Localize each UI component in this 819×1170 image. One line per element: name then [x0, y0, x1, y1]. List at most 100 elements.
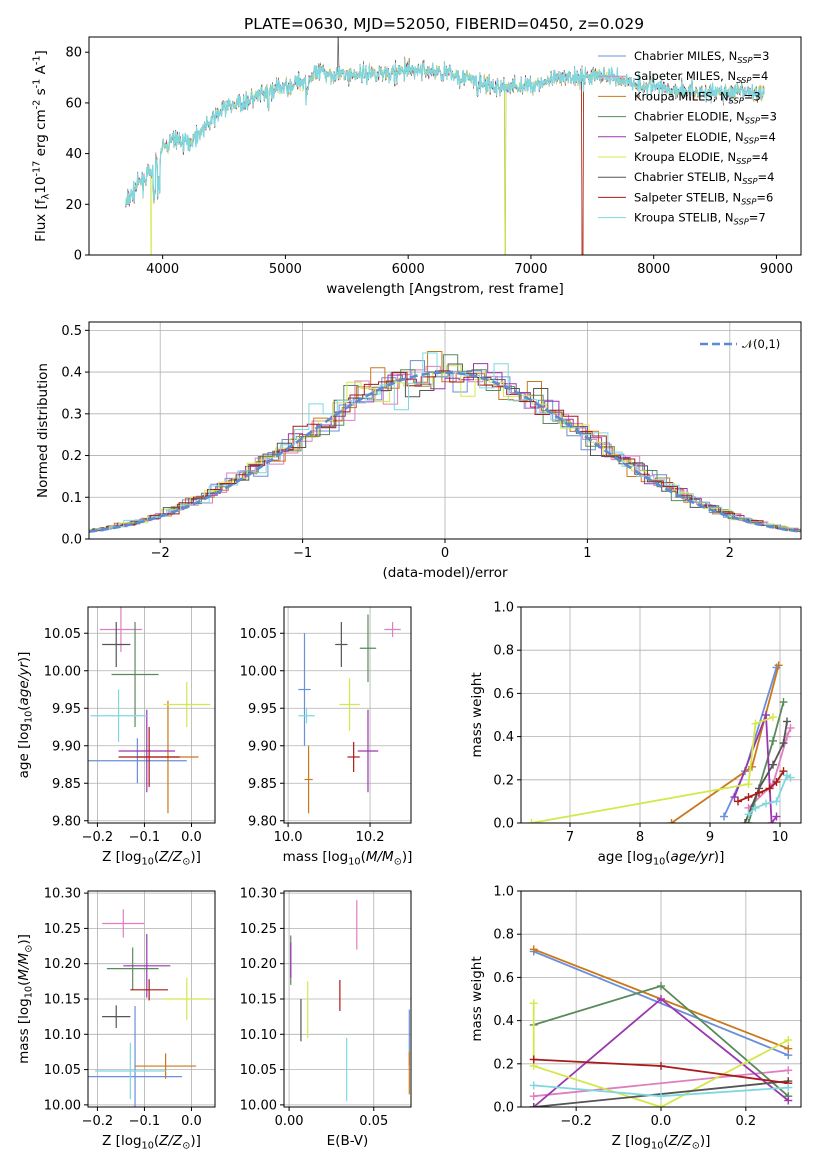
spectrum-series-line — [125, 59, 765, 206]
plus-marker — [657, 1092, 665, 1101]
x-tick-label: 4000 — [146, 262, 179, 277]
y-tick-label: 10.05 — [44, 1063, 81, 1078]
x-tick-label: 7 — [566, 830, 574, 845]
legend-entry: Chabrier ELODIE, NSSP=3 — [634, 110, 777, 126]
x-axis-label: age [log10(age/yr)] — [598, 849, 725, 867]
y-tick-label: 10.15 — [240, 993, 277, 1008]
y-tick-label: 0.0 — [493, 1101, 514, 1116]
plus-marker — [762, 711, 770, 719]
errorbar-point — [163, 682, 211, 727]
x-tick-label: 7000 — [514, 262, 547, 277]
y-axis-label: mass [log10(M/M⊙)] — [16, 934, 34, 1064]
errorbar-point — [357, 709, 379, 793]
plus-marker — [751, 719, 760, 728]
y-tick-label: 10.10 — [44, 1028, 81, 1043]
mass-weight-line — [533, 1069, 789, 1098]
x-tick-label: 5000 — [269, 262, 302, 277]
mass-weight-line — [723, 667, 778, 817]
plus-marker — [772, 812, 781, 821]
errorbar-point — [304, 745, 313, 814]
x-tick-label: 0.0 — [181, 1114, 202, 1129]
x-tick-label: −0.2 — [82, 1114, 114, 1129]
errorbar-point — [359, 614, 377, 682]
plus-marker — [774, 661, 783, 670]
y-tick-label: 10.00 — [44, 1098, 81, 1113]
plus-marker — [784, 1066, 793, 1075]
plus-marker — [744, 793, 753, 802]
legend-entry: Salpeter STELIB, NSSP=6 — [634, 190, 773, 206]
plot-area — [529, 945, 793, 1107]
plus-marker — [529, 1055, 538, 1064]
y-tick-label: 1.0 — [493, 601, 514, 616]
legend-entry: Salpeter ELODIE, NSSP=4 — [634, 130, 776, 146]
y-tick-label: 10.25 — [240, 922, 277, 937]
plus-marker — [741, 819, 749, 823]
y-tick-label: 9.90 — [248, 739, 277, 754]
mass-weight-line — [747, 727, 792, 809]
legend-entry: 𝒩(0,1) — [742, 337, 780, 351]
errorbar-point — [102, 909, 145, 938]
plus-marker — [762, 799, 770, 808]
x-tick-label: 9000 — [760, 262, 793, 277]
plot-area — [298, 614, 401, 814]
errorbar-point — [118, 709, 176, 793]
plus-marker — [769, 713, 777, 722]
x-axis-label: E(B-V) — [327, 1133, 369, 1149]
plus-marker — [786, 773, 795, 782]
errorbar-point — [123, 934, 171, 998]
plus-marker — [529, 999, 538, 1008]
y-tick-label: 9.95 — [52, 702, 81, 717]
y-tick-label: 10.30 — [44, 887, 81, 902]
plot-area — [88, 909, 211, 1107]
plus-marker — [765, 784, 774, 793]
age-vs-mass-axes: 10.0 10.2 9.80 9.85 9.90 9.95 10.00 10.05 mass [… — [240, 606, 412, 867]
x-tick-label: 0.05 — [359, 1114, 388, 1129]
plus-marker — [772, 777, 781, 786]
plus-marker — [769, 736, 777, 745]
y-tick-label: 10.15 — [44, 993, 81, 1008]
errorbar-point — [90, 689, 147, 742]
errorbar-point — [99, 607, 143, 652]
plus-marker — [783, 717, 791, 726]
plot-area — [527, 661, 795, 823]
y-axis-label: mass weight — [469, 672, 485, 757]
y-tick-label: 0.6 — [493, 687, 514, 702]
y-tick-label: 9.85 — [248, 777, 277, 792]
histogram-series — [89, 352, 801, 532]
x-axis-label: Z [log10(Z/Z⊙)] — [612, 1133, 711, 1151]
legend-entry: Chabrier STELIB, NSSP=4 — [634, 170, 774, 186]
x-tick-label: 10.0 — [274, 830, 303, 845]
legend-entry: Kroupa STELIB, NSSP=7 — [634, 211, 766, 227]
y-tick-label: 0.4 — [61, 366, 82, 381]
x-tick-label: 1 — [583, 546, 591, 561]
errorbar-point — [298, 708, 315, 724]
plus-marker — [779, 739, 788, 748]
plus-marker — [784, 1036, 793, 1045]
x-tick-label: 10 — [772, 830, 789, 845]
axes-frame — [87, 606, 216, 824]
x-tick-label: −0.1 — [129, 1114, 161, 1129]
x-axis-label: Z [log10(Z/Z⊙)] — [102, 1133, 201, 1151]
errorbar-point — [102, 1005, 131, 1028]
x-axis-label: Z [log10(Z/Z⊙)] — [102, 849, 201, 867]
plus-marker — [744, 780, 753, 789]
x-tick-label: 10.2 — [356, 830, 385, 845]
y-tick-label: 0.4 — [493, 730, 514, 745]
x-tick-label: 2 — [726, 546, 734, 561]
plot-area — [290, 900, 410, 1102]
x-tick-label: 9 — [706, 830, 714, 845]
y-tick-label: 0.8 — [493, 928, 514, 943]
plus-marker — [744, 810, 753, 819]
plus-marker — [730, 793, 739, 802]
x-tick-label: 0 — [441, 546, 449, 561]
spectrum-axes: 4000 5000 6000 7000 8000 9000 0 20 40 60 80 wavelen… — [32, 36, 802, 297]
plus-marker — [657, 982, 665, 991]
y-tick-label: 10.00 — [44, 664, 81, 679]
legend-entry: Kroupa ELODIE, NSSP=4 — [634, 150, 768, 166]
errorbar-point — [347, 742, 360, 772]
mass-weight-line — [737, 770, 785, 803]
residuals-axes: −2 −1 0 1 2 0.0 0.1 0.2 0.3 0.4 0.5 (data-model)/er… — [35, 321, 802, 581]
y-tick-label: 10.25 — [44, 922, 81, 937]
y-tick-label: 10.20 — [240, 957, 277, 972]
